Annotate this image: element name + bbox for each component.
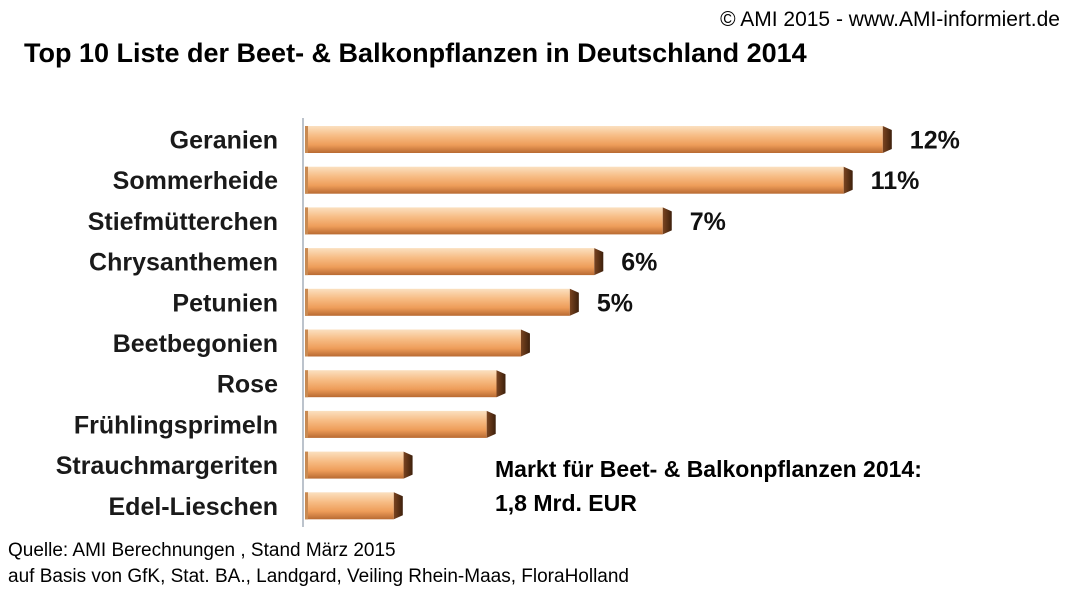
category-label-petunien: Petunien bbox=[172, 289, 278, 317]
bar-edge-stiefmuetterchen bbox=[305, 207, 308, 235]
bar-sommerheide bbox=[305, 166, 853, 194]
market-annotation: Markt für Beet- & Balkonpflanzen 2014: 1… bbox=[495, 452, 922, 520]
bar-rose bbox=[305, 370, 506, 398]
bar-petunien bbox=[305, 288, 579, 316]
category-label-rose: Rose bbox=[217, 371, 278, 399]
bar-edge-sommerheide bbox=[305, 166, 308, 194]
value-labels-group: 12% 11% 7% 6% 5% bbox=[597, 127, 960, 318]
bar-body-edel-lieschen bbox=[305, 492, 394, 520]
category-label-stiefmuetterchen: Stiefmütterchen bbox=[88, 208, 278, 236]
value-label-petunien: 5% bbox=[597, 289, 633, 317]
bars-group bbox=[305, 126, 892, 520]
bar-body-rose bbox=[305, 370, 497, 398]
bar-endcap-geranien bbox=[882, 126, 892, 153]
bar-edge-fruehlingsprimeln bbox=[305, 410, 308, 438]
bar-edge-geranien bbox=[305, 126, 308, 153]
bar-body-strauchmargeriten bbox=[305, 451, 404, 479]
bar-chrysanthemen bbox=[305, 248, 604, 276]
category-label-geranien: Geranien bbox=[170, 127, 278, 155]
value-label-stiefmuetterchen: 7% bbox=[690, 208, 726, 236]
bar-edge-rose bbox=[305, 370, 308, 398]
bar-stiefmuetterchen bbox=[305, 207, 672, 235]
chart-title: Top 10 Liste der Beet- & Balkonpflanzen … bbox=[24, 38, 807, 68]
value-label-chrysanthemen: 6% bbox=[621, 249, 657, 277]
bar-beetbegonien bbox=[305, 329, 530, 357]
market-annotation-line-2: 1,8 Mrd. EUR bbox=[495, 490, 637, 516]
source-line-2: auf Basis von GfK, Stat. BA., Landgard, … bbox=[8, 566, 629, 587]
bar-edge-beetbegonien bbox=[305, 329, 308, 357]
bar-body-stiefmuetterchen bbox=[305, 207, 663, 235]
bar-body-sommerheide bbox=[305, 166, 844, 194]
bar-endcap-rose bbox=[496, 370, 506, 398]
bar-geranien bbox=[305, 126, 892, 153]
bar-body-petunien bbox=[305, 288, 570, 316]
bar-endcap-chrysanthemen bbox=[594, 248, 604, 276]
category-label-chrysanthemen: Chrysanthemen bbox=[89, 249, 278, 277]
bar-edge-petunien bbox=[305, 288, 308, 316]
bar-edge-chrysanthemen bbox=[305, 248, 308, 276]
bar-endcap-petunien bbox=[569, 288, 579, 316]
bar-edge-strauchmargeriten bbox=[305, 451, 308, 479]
bar-fruehlingsprimeln bbox=[305, 410, 496, 438]
bar-endcap-edel-lieschen bbox=[393, 492, 403, 520]
bar-body-fruehlingsprimeln bbox=[305, 410, 487, 438]
bar-edel-lieschen bbox=[305, 492, 403, 520]
category-label-sommerheide: Sommerheide bbox=[113, 167, 278, 195]
bar-endcap-sommerheide bbox=[843, 166, 853, 194]
bar-body-geranien bbox=[305, 126, 883, 153]
bar-endcap-stiefmuetterchen bbox=[662, 207, 672, 235]
bar-body-chrysanthemen bbox=[305, 248, 595, 276]
source-note: Quelle: AMI Berechnungen , Stand März 20… bbox=[8, 538, 629, 590]
category-label-beetbegonien: Beetbegonien bbox=[113, 330, 278, 358]
market-annotation-line-1: Markt für Beet- & Balkonpflanzen 2014: bbox=[495, 456, 922, 482]
source-line-1: Quelle: AMI Berechnungen , Stand März 20… bbox=[8, 540, 396, 561]
value-label-geranien: 12% bbox=[910, 127, 960, 155]
category-label-edel-lieschen: Edel-Lieschen bbox=[109, 493, 279, 521]
value-label-sommerheide: 11% bbox=[871, 167, 920, 195]
category-label-strauchmargeriten: Strauchmargeriten bbox=[56, 452, 278, 480]
bar-endcap-beetbegonien bbox=[520, 329, 530, 357]
bar-strauchmargeriten bbox=[305, 451, 413, 479]
bar-endcap-fruehlingsprimeln bbox=[486, 410, 496, 438]
bar-endcap-strauchmargeriten bbox=[403, 451, 413, 479]
copyright-notice: © AMI 2015 - www.AMI-informiert.de bbox=[720, 8, 1060, 31]
bar-body-beetbegonien bbox=[305, 329, 521, 357]
category-labels-group: Geranien Sommerheide Stiefmütterchen Chrysa… bbox=[56, 127, 278, 521]
category-label-fruehlingsprimeln: Frühlingsprimeln bbox=[74, 411, 278, 439]
bar-edge-edel-lieschen bbox=[305, 492, 308, 520]
